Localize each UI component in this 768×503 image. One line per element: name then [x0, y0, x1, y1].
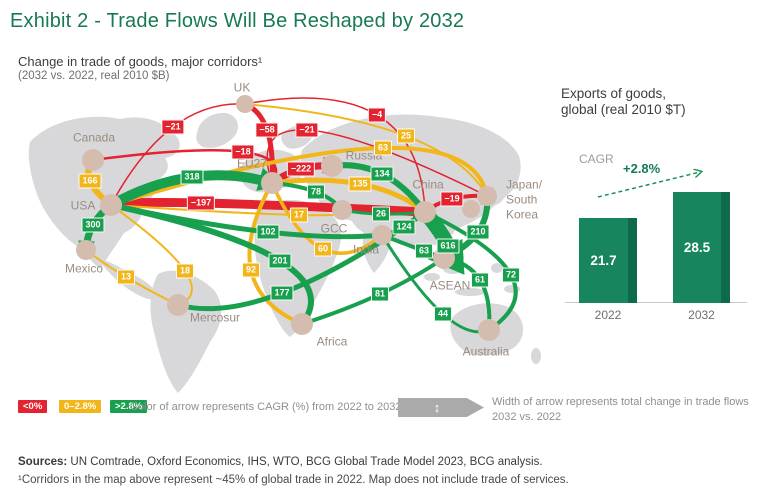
bar-2032-category: 2032 [688, 308, 715, 322]
flow-value-ASEAN-JPKR: 210 [466, 224, 490, 240]
node-Australia [478, 319, 500, 341]
flow-value-UK-China: −4 [367, 107, 387, 123]
country-label-GCC: GCC [320, 221, 348, 236]
node-EU27 [261, 172, 283, 194]
node-China [414, 201, 436, 223]
flow-value-GCC-China: 26 [371, 206, 391, 222]
bar-2022-side-face [628, 218, 637, 303]
flow-value-Canada-USA: 166 [78, 173, 102, 189]
bar-2032-value: 28.5 [683, 240, 711, 255]
country-label-Africa: Africa [316, 334, 348, 349]
country-label-Mercosur: Mercosur [189, 310, 241, 325]
flow-value-USA-GCC: 17 [289, 207, 309, 223]
country-label-India: India [352, 242, 380, 257]
flow-value-USA-China: −197 [186, 195, 216, 211]
flow-value-USA-Africa: 201 [268, 253, 292, 269]
map-subtitle-line2: (2032 vs. 2022, real 2010 $B) [18, 70, 170, 82]
legend-bin-negative: <0% [18, 400, 48, 413]
flow-value-India-Australia: 44 [433, 306, 453, 322]
sources-label: Sources: [18, 456, 68, 468]
legend-bin-high: >2.8% [110, 400, 148, 413]
bar-chart-title-line2: global (real 2010 $T) [561, 102, 686, 117]
legend-width-arrow: ↕ [398, 398, 484, 417]
country-label-China: China [412, 177, 444, 192]
country-label-Canada: Canada [72, 130, 116, 145]
flow-value-UK-EU27: −58 [255, 122, 279, 138]
country-label-JPKR: Japan/ South Korea [506, 177, 543, 222]
legend-color-caption: Color of arrow represents CAGR (%) from … [130, 401, 402, 413]
cagr-value: +2.8% [623, 161, 661, 176]
node-Russia [321, 155, 343, 177]
flow-value-China-Australia: 72 [501, 267, 521, 283]
island-new-zealand [531, 348, 541, 364]
bar-2032: 28.5 [673, 192, 730, 303]
flow-value-Russia-China: 134 [370, 166, 394, 182]
corridor-USA-Mercosur [110, 204, 193, 306]
sources-text: Sources: UN Comtrade, Oxford Economics, … [18, 456, 543, 468]
corridor-USA-GCC [110, 204, 346, 217]
flow-value-India-China: 124 [392, 219, 416, 235]
flow-value-China-JPKR: −19 [440, 191, 464, 207]
node-GCC [332, 200, 352, 220]
flow-value-EU27-GCC: 78 [306, 184, 326, 200]
flow-value-Africa-ASEAN: 81 [370, 286, 390, 302]
island-new-guinea [504, 285, 520, 293]
flow-value-USA-EU27: 318 [180, 169, 204, 185]
node-UK [236, 95, 254, 113]
legend-width-caption-line1: Width of arrow represents total change i… [492, 396, 749, 408]
flow-value-ASEAN-Australia: 61 [470, 272, 490, 288]
bar-2022-category: 2022 [594, 308, 622, 322]
flow-value-China-ASEAN: 616 [436, 238, 460, 254]
country-label-Mexico: Mexico [64, 261, 104, 276]
bar-chart-axis [565, 302, 747, 303]
flow-value-EU27-Russia: −222 [286, 161, 316, 177]
bar-2022-value: 21.7 [590, 253, 617, 268]
legend-width-caption-line2: 2032 vs. 2022 [492, 410, 562, 423]
footnote-text: ¹Corridors in the map above represent ~4… [18, 474, 569, 486]
flow-value-EU27-JPKR: −21 [295, 122, 319, 138]
legend-bin-mid: 0–2.8% [59, 400, 102, 413]
flow-value-EU27-India: 60 [313, 241, 333, 257]
bar-2022: 21.7 [579, 218, 637, 303]
continent-greenland [196, 112, 238, 148]
flow-value-UK-JPKR: 25 [396, 128, 416, 144]
flow-value-USA-Mercosur: 18 [175, 263, 195, 279]
updown-arrow-icon: ↕ [433, 400, 441, 415]
country-label-UK: UK [233, 80, 251, 95]
exhibit-title: Exhibit 2 - Trade Flows Will Be Reshaped… [10, 10, 465, 32]
continent-south-america [150, 270, 222, 393]
flow-value-Canada-EU27: −18 [231, 144, 255, 160]
bar-2032-side-face [721, 192, 730, 303]
country-label-USA: USA [70, 198, 96, 213]
node-Mercosur [167, 294, 189, 316]
flow-value-USA-India: 102 [256, 224, 280, 240]
flow-value-USA-Mexico: 300 [81, 217, 105, 233]
flow-value-EU27-China: 135 [348, 176, 372, 192]
flow-value-USA-JPKR: 63 [373, 140, 393, 156]
sources-body: UN Comtrade, Oxford Economics, IHS, WTO,… [67, 456, 543, 468]
flow-value-USA-UK: −21 [161, 119, 185, 135]
map-subtitle-line1: Change in trade of goods, major corridor… [18, 54, 263, 69]
node-JPKR [477, 186, 497, 206]
node-Mexico [76, 240, 96, 260]
cagr-label: CAGR [579, 152, 614, 166]
flow-value-Mercosur-China: 177 [270, 285, 294, 301]
flow-value-India-ASEAN: 63 [414, 243, 434, 259]
flow-value-EU27-Africa: 92 [241, 262, 261, 278]
bar-chart-title-line1: Exports of goods, [561, 86, 667, 101]
country-label-ASEAN: ASEAN [429, 278, 471, 293]
country-label-Australia: Australia [462, 344, 510, 359]
legend-width-caption: Width of arrow represents total change i… [492, 395, 749, 425]
node-JPKR2 [462, 200, 480, 218]
node-Canada [82, 149, 104, 171]
node-Africa [291, 313, 313, 335]
node-USA [100, 194, 122, 216]
flow-value-Mexico-Mercosur: 13 [116, 269, 136, 285]
